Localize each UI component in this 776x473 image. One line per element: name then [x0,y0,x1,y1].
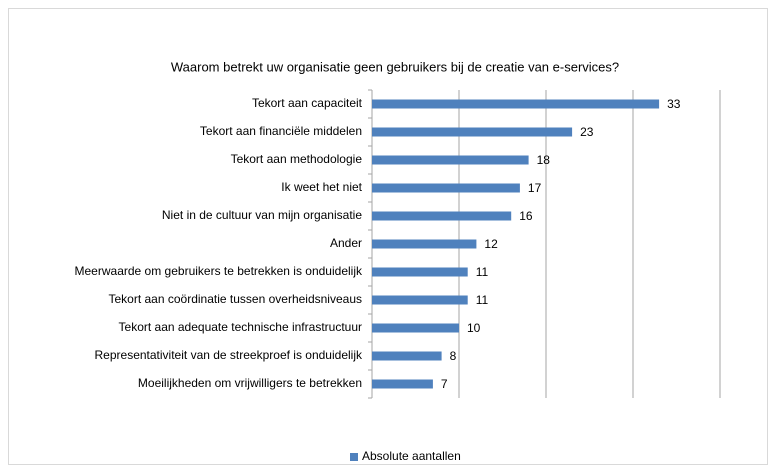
data-label: 11 [476,293,489,307]
y-tick-label: Tekort aan financiële middelen [200,124,362,138]
bar [372,295,468,305]
data-label: 17 [528,181,542,195]
bar [372,239,477,249]
y-tick-label: Meerwaarde om gebruikers te betrekken is… [75,264,363,278]
chart-title: Waarom betrekt uw organisatie geen gebru… [171,59,619,74]
y-tick-label: Moeilijkheden om vrijwilligers te betrek… [138,376,362,390]
bar [372,267,468,277]
bar [372,155,529,165]
chart-border [8,8,768,465]
data-label: 23 [580,125,594,139]
bar [372,183,520,193]
bar [372,351,442,361]
legend-label: Absolute aantallen [362,449,461,463]
data-label: 12 [484,237,498,251]
data-label: 10 [467,321,481,335]
y-tick-label: Tekort aan capaciteit [252,96,363,110]
data-label: 8 [450,349,457,363]
y-tick-label: Ander [330,236,362,250]
bar [372,211,512,221]
bar [372,99,660,109]
data-label: 11 [476,265,489,279]
y-tick-label: Ik weet het niet [281,180,362,194]
y-tick-label: Representativiteit van de streekproef is… [95,348,363,362]
data-label: 33 [667,97,681,111]
data-label: 7 [441,377,448,391]
bar [372,323,459,333]
legend-swatch [350,453,358,461]
y-tick-label: Tekort aan adequate technische infrastru… [119,320,362,334]
y-tick-label: Tekort aan methodologie [231,152,363,166]
data-label: 18 [537,153,551,167]
data-label: 16 [519,209,533,223]
y-tick-label: Niet in de cultuur van mijn organisatie [162,208,362,222]
y-tick-label: Tekort aan coördinatie tussen overheidsn… [109,292,363,306]
bar [372,127,573,137]
bar [372,379,433,389]
